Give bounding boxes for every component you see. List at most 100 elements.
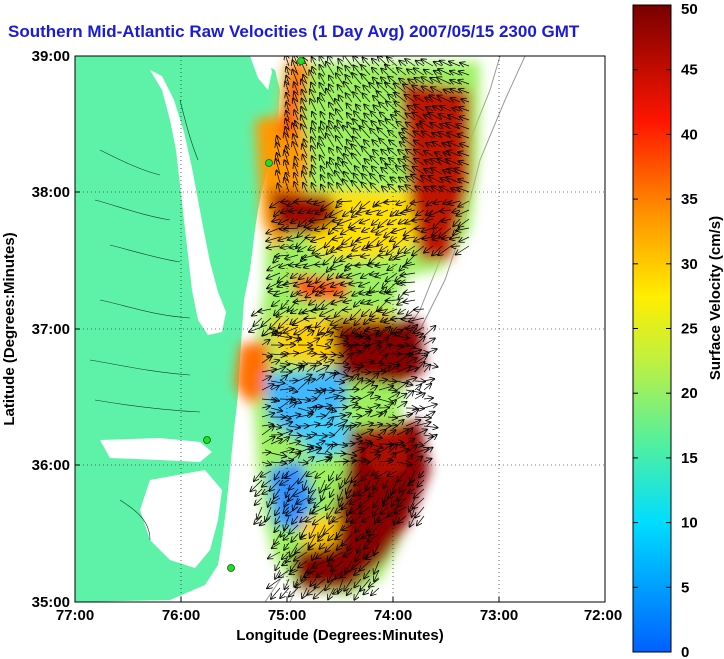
velocity-arrow [401, 210, 416, 213]
velocity-arrow [440, 187, 452, 193]
velocity-arrow [354, 317, 362, 325]
velocity-arrow [347, 255, 362, 257]
y-axis-label: Latitude (Degrees:Minutes) [1, 232, 18, 425]
velocity-arrow [329, 103, 335, 112]
velocity-arrow [384, 479, 388, 488]
velocity-arrow [369, 341, 380, 345]
velocity-arrow [279, 422, 292, 426]
velocity-arrow [409, 318, 425, 322]
velocity-arrow [351, 336, 362, 337]
velocity-arrow [304, 569, 317, 577]
velocity-arrow [378, 430, 386, 436]
velocity-arrow [320, 479, 326, 493]
velocity-arrow [294, 300, 308, 302]
velocity-arrow [414, 408, 424, 409]
velocity-arrow [387, 365, 399, 373]
velocity-arrow [284, 228, 299, 229]
velocity-arrow [344, 317, 353, 323]
colorbar-ticks: 0 5 10 15 20 25 30 35 40 45 50 [633, 1, 698, 659]
velocity-arrow [288, 426, 300, 428]
velocity-arrow [331, 317, 344, 325]
velocity-arrow [364, 140, 371, 148]
velocity-arrow [347, 113, 353, 121]
velocity-arrow [315, 406, 331, 409]
velocity-arrow [336, 164, 344, 175]
velocity-arrow [396, 420, 404, 427]
velocity-arrow [291, 219, 299, 223]
velocity-arrow [315, 210, 326, 214]
velocity-arrow [315, 299, 326, 309]
velocity-arrow [355, 551, 362, 562]
velocity-arrow [346, 104, 353, 112]
velocity-arrow [279, 363, 289, 365]
velocity-arrow [261, 331, 276, 337]
velocity-arrow [417, 124, 425, 129]
velocity-arrow [323, 254, 335, 265]
velocity-arrow [297, 326, 310, 337]
velocity-arrow [350, 506, 362, 513]
velocity-arrow [268, 551, 281, 559]
velocity-arrow [387, 381, 396, 382]
velocity-arrow [261, 406, 270, 408]
velocity-arrow [339, 95, 344, 103]
velocity-arrow [258, 309, 272, 312]
velocity-arrow [351, 416, 361, 417]
velocity-arrow [301, 124, 308, 139]
velocity-arrow [324, 445, 332, 454]
velocity-arrow [459, 89, 470, 93]
velocity-arrow [396, 354, 410, 364]
velocity-arrow [376, 227, 389, 235]
velocity-arrow [333, 587, 344, 594]
velocity-arrow [355, 166, 362, 175]
velocity-arrow [313, 560, 326, 568]
velocity-arrow [328, 569, 335, 582]
velocity-arrow [398, 309, 407, 314]
velocity-arrow [261, 426, 274, 436]
velocity-arrow [321, 175, 325, 184]
radar-stations [203, 57, 305, 572]
velocity-arrow [306, 338, 319, 346]
x-tick-labels: 77:00 76:00 75:00 74:00 73:00 72:00 [56, 607, 622, 624]
velocity-arrow [405, 345, 415, 348]
velocity-arrow [360, 345, 370, 355]
y-tick-label: 39:00 [32, 48, 70, 65]
velocity-arrow [388, 131, 398, 139]
velocity-arrow [270, 408, 282, 411]
velocity-arrow [379, 139, 389, 148]
velocity-arrow [416, 209, 425, 216]
velocity-arrow [301, 534, 308, 539]
velocity-arrow [355, 86, 362, 94]
velocity-arrow [291, 273, 299, 278]
velocity-arrow [410, 515, 416, 527]
velocity-arrow [369, 331, 379, 337]
velocity-arrow [333, 415, 345, 417]
velocity-arrow [320, 308, 335, 316]
velocity-arrow [335, 308, 344, 317]
velocity-arrow [403, 291, 416, 293]
velocity-arrow [336, 73, 344, 85]
velocity-arrow [401, 282, 416, 283]
velocity-arrow [290, 570, 299, 574]
velocity-arrow [423, 412, 435, 418]
velocity-arrow [399, 79, 407, 85]
velocity-arrow [306, 406, 316, 418]
velocity-arrow [362, 308, 371, 316]
velocity-arrow [279, 218, 290, 224]
velocity-arrow [351, 368, 360, 372]
velocity-arrow [356, 236, 371, 241]
velocity-arrow [456, 124, 470, 130]
y-tick-label: 35:00 [32, 594, 70, 611]
velocity-arrow [297, 414, 312, 417]
velocity-arrow [359, 506, 371, 514]
velocity-arrow [342, 461, 356, 463]
velocity-arrow [333, 453, 345, 454]
velocity-arrow [343, 552, 353, 557]
velocity-arrow [347, 272, 362, 278]
velocity-arrow [333, 420, 347, 427]
velocity-arrow [330, 113, 334, 121]
velocity-arrow [324, 360, 334, 363]
colorbar-tick-label: 25 [681, 321, 698, 338]
velocity-arrow [388, 488, 398, 498]
velocity-arrow [396, 122, 407, 130]
velocity-arrow [394, 84, 407, 94]
